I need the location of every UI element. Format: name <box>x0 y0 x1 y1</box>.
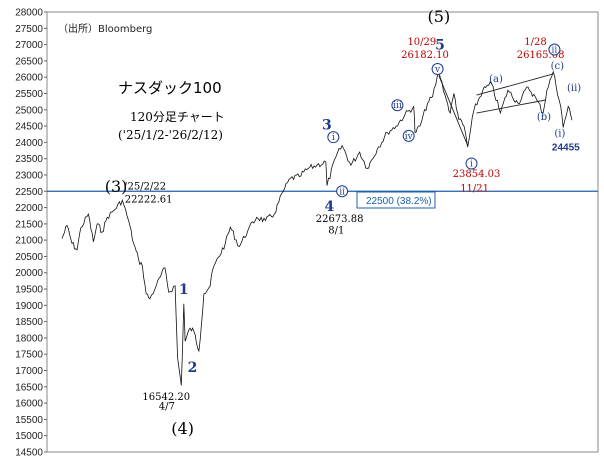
annotation-label: 4 <box>325 199 335 215</box>
chart-title: ナスダック100 <box>118 79 222 97</box>
y-tick-label: 27000 <box>15 40 43 51</box>
wave-circle-label: ⅰ <box>470 160 473 170</box>
y-tick-label: 16500 <box>15 382 43 393</box>
annotation-label: 8/1 <box>328 226 344 237</box>
y-tick-label: 21000 <box>15 236 43 247</box>
annotation-label: 26182.10 <box>401 50 449 61</box>
annotation-label: 26165.08 <box>517 50 565 61</box>
wave-circle <box>465 157 478 170</box>
annotation-label: 1 <box>179 282 189 298</box>
annotation-label: (ii) <box>567 83 581 94</box>
y-tick-label: 19000 <box>15 301 43 312</box>
annotation-label: 11/21 <box>460 183 489 194</box>
y-tick-label: 20000 <box>15 268 43 279</box>
y-tick-label: 26000 <box>15 73 43 84</box>
y-tick-label: 17000 <box>15 366 43 377</box>
annotation-label: (c) <box>551 61 565 72</box>
annotation-label: (a) <box>489 74 503 85</box>
y-tick-label: 24000 <box>15 138 43 149</box>
wave-circle <box>402 129 415 142</box>
trendline <box>438 75 469 146</box>
chart-subtitle-range: ('25/1/2-'26/2/12) <box>118 128 223 142</box>
y-tick-label: 19500 <box>15 285 43 296</box>
wave-circle <box>431 63 444 76</box>
plot-frame <box>46 11 599 453</box>
y-axis: 14500 15000 15500 16000 16500 17000 17500 18000… <box>15 8 47 459</box>
y-tick-label: 18000 <box>15 333 43 344</box>
trendline <box>476 73 554 96</box>
annotations: (3)'25/2/22 22222.61 1 2 16542.204/7 (4) 3 4226… <box>105 7 582 438</box>
annotation-label: 3 <box>322 117 332 133</box>
wave-circle-label: ⅰ <box>332 133 335 143</box>
wave-circle <box>327 131 340 144</box>
y-tick-label: 14500 <box>15 448 43 459</box>
wave-circle-label: ⅱ <box>552 45 558 55</box>
wave-circle-label: ⅱ <box>339 187 345 197</box>
annotation-label: (3) <box>105 177 128 196</box>
annotation-label: 16542.20 <box>142 392 190 403</box>
y-tick-label: 15000 <box>15 431 43 442</box>
annotation-label: 22673.88 <box>316 214 364 225</box>
y-tick-label: 25500 <box>15 89 43 100</box>
y-tick-label: 18500 <box>15 317 43 328</box>
y-tick-label: 23000 <box>15 170 43 181</box>
annotation-label: 5 <box>435 37 445 53</box>
wave-circle <box>548 43 561 56</box>
y-tick-label: 26500 <box>15 56 43 67</box>
annotation-label: 23854.03 <box>453 169 501 180</box>
wave-circle <box>336 185 349 198</box>
y-tick-label: 22500 <box>15 187 43 198</box>
trendlines <box>438 73 554 146</box>
y-tick-label: 25000 <box>15 105 43 116</box>
annotation-label: 10/29 <box>407 37 436 48</box>
annotation-label: (4) <box>171 419 194 438</box>
annotation-label: 2 <box>188 360 198 376</box>
source-label: （出所）Bloomberg <box>58 22 152 35</box>
wave-circle-label: ⅲ <box>393 101 402 111</box>
annotation-label: '25/2/22 <box>125 182 166 193</box>
annotation-label: 24455 <box>552 143 580 154</box>
wave-circle <box>391 99 404 112</box>
annotation-label: 22222.61 <box>125 195 173 206</box>
y-tick-label: 15500 <box>15 415 43 426</box>
annotation-label: (5) <box>428 7 451 26</box>
trendline <box>476 99 546 114</box>
retracement-box <box>356 191 436 209</box>
y-tick-label: 22000 <box>15 203 43 214</box>
annotation-label: 4/7 <box>159 402 175 413</box>
chart-subtitle-interval: 120分足チャート <box>130 110 225 124</box>
y-tick-label: 20500 <box>15 252 43 263</box>
y-tick-label: 21500 <box>15 219 43 230</box>
y-tick-label: 17500 <box>15 350 43 361</box>
annotation-label: (b) <box>537 112 551 123</box>
annotation-label: (ⅰ) <box>554 129 565 140</box>
y-tick-label: 16000 <box>15 399 43 410</box>
y-tick-label: 24500 <box>15 122 43 133</box>
annotation-label: 1/28 <box>524 37 546 48</box>
y-tick-label: 23500 <box>15 154 43 165</box>
price-series-line <box>61 69 573 386</box>
retracement-label: 22500 (38.2%) <box>366 196 432 207</box>
y-tick-label: 28000 <box>15 8 43 19</box>
y-tick-label: 27500 <box>15 24 43 35</box>
wave-circle-label: ⅴ <box>434 65 441 75</box>
wave-circle-label: ⅳ <box>405 132 413 142</box>
